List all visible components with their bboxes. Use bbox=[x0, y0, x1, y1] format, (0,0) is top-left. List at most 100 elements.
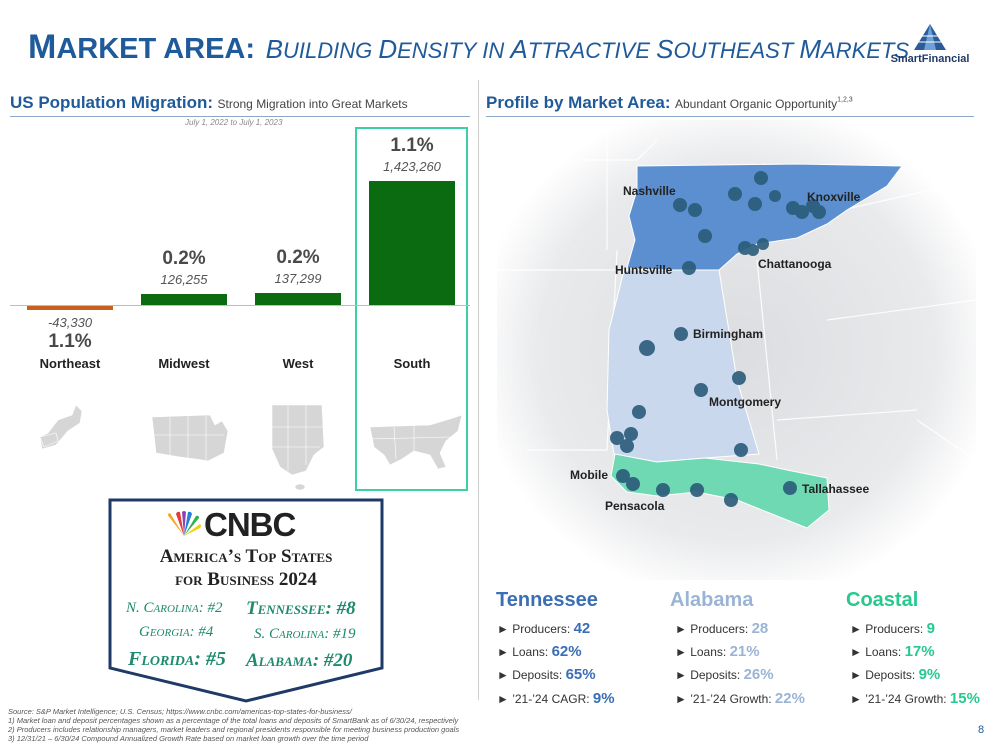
coastal-stat-3: ► ’21-’24 Growth: 15% bbox=[850, 690, 980, 707]
alabama-heading: Alabama bbox=[670, 589, 754, 611]
category-label-midwest: Midwest bbox=[158, 356, 210, 371]
bar-northeast bbox=[27, 306, 113, 310]
city-chattanooga: Chattanooga bbox=[758, 257, 832, 271]
coastal-stat-0: ► Producers: 9 bbox=[850, 620, 935, 637]
stat-value: 17% bbox=[904, 643, 935, 660]
city-birmingham: Birmingham bbox=[693, 327, 764, 341]
tennessee-stat-2: ► Deposits: 65% bbox=[497, 666, 596, 683]
stat-value: 42 bbox=[573, 620, 591, 637]
value-label-northeast: -43,330 bbox=[47, 315, 93, 330]
cnbc-badge: CNBC America’s Top States for Business 2… bbox=[108, 498, 384, 703]
city-nashville: Nashville bbox=[623, 184, 676, 198]
badge-shape bbox=[108, 498, 384, 703]
south-highlight-box bbox=[355, 127, 468, 491]
category-label-south: South bbox=[393, 356, 431, 371]
vertical-divider bbox=[478, 80, 479, 700]
stat-value: 62% bbox=[551, 643, 582, 660]
northeast-map-icon bbox=[39, 404, 83, 450]
alabama-stat-3: ► ’21-’24 Growth: 22% bbox=[675, 690, 805, 707]
stat-label: ► Producers: bbox=[850, 622, 927, 636]
market-profile-heading: Profile by Market Area: Abundant Organic… bbox=[486, 93, 853, 112]
stat-label: ► ’21-’24 Growth: bbox=[850, 692, 950, 706]
alabama-stat-0: ► Producers: 28 bbox=[675, 620, 768, 637]
ranking-north-carolina: N. Carolina: #2 bbox=[126, 600, 223, 616]
left-header-rule bbox=[10, 116, 470, 117]
south-map-icon bbox=[369, 414, 463, 470]
population-migration-heading: US Population Migration: Strong Migratio… bbox=[10, 93, 408, 112]
southeast-map bbox=[497, 120, 977, 580]
ranking-georgia: Georgia: #4 bbox=[139, 624, 214, 640]
bar-south bbox=[369, 181, 455, 305]
pct-label-south: 1.1% bbox=[390, 135, 434, 156]
value-label-midwest: 126,255 bbox=[160, 272, 208, 287]
alabama-stat-2: ► Deposits: 26% bbox=[675, 666, 774, 683]
alabama-stat-1: ► Loans: 21% bbox=[675, 643, 760, 660]
bar-midwest bbox=[141, 294, 227, 305]
chart-baseline bbox=[10, 305, 470, 306]
stat-value: 21% bbox=[729, 643, 760, 660]
tennessee-stat-3: ► ’21-’24 CAGR: 9% bbox=[497, 690, 615, 707]
stat-label: ► Loans: bbox=[675, 645, 730, 659]
coastal-stat-2: ► Deposits: 9% bbox=[850, 666, 940, 683]
stat-value: 9% bbox=[918, 666, 941, 683]
stat-label: ► Deposits: bbox=[497, 668, 566, 682]
tennessee-stat-1: ► Loans: 62% bbox=[497, 643, 582, 660]
stat-value: 22% bbox=[774, 690, 805, 707]
footnote-source: Source: S&P Market Intelligence; U.S. Ce… bbox=[8, 707, 352, 716]
region-maps bbox=[39, 404, 463, 491]
cnbc-peacock-icon bbox=[168, 511, 201, 536]
stat-value: 9% bbox=[592, 690, 615, 707]
coastal-heading: Coastal bbox=[846, 589, 919, 611]
page-number: 8 bbox=[978, 724, 985, 736]
stat-value: 28 bbox=[751, 620, 769, 637]
coastal-region bbox=[610, 453, 830, 529]
cnbc-wordmark: CNBC bbox=[204, 506, 296, 543]
bar-west bbox=[255, 293, 341, 305]
badge-title-line1: America’s Top States bbox=[159, 546, 333, 567]
city-huntsville: Huntsville bbox=[615, 263, 673, 277]
stat-label: ► Producers: bbox=[497, 622, 574, 636]
coastal-stat-1: ► Loans: 17% bbox=[850, 643, 935, 660]
city-mobile: Mobile bbox=[570, 468, 608, 482]
company-logo: SmartFinancial bbox=[884, 22, 976, 70]
date-range-note: July 1, 2022 to July 1, 2023 bbox=[185, 118, 283, 127]
category-label-northeast: Northeast bbox=[39, 356, 101, 371]
tennessee-stat-0: ► Producers: 42 bbox=[497, 620, 590, 637]
pct-label-northeast: 1.1% bbox=[48, 331, 92, 352]
value-label-south: 1,423,260 bbox=[383, 159, 441, 174]
stat-label: ► Loans: bbox=[497, 645, 552, 659]
category-label-west: West bbox=[282, 356, 314, 371]
pct-label-west: 0.2% bbox=[276, 247, 320, 269]
stat-value: 26% bbox=[743, 666, 774, 683]
footnote-2: 2) Producers includes relationship manag… bbox=[8, 725, 460, 734]
value-label-west: 137,299 bbox=[274, 271, 322, 287]
page-title: MARKET AREA: BUILDING DENSITY IN ATTRACT… bbox=[28, 28, 910, 66]
city-tallahassee: Tallahassee bbox=[802, 482, 870, 496]
stat-label: ► Deposits: bbox=[850, 668, 919, 682]
west-map-icon bbox=[271, 404, 325, 491]
market-area-map: Nashville Knoxville Chattanooga Huntsvil… bbox=[497, 120, 977, 580]
ranking-tennessee: Tennessee: #8 bbox=[246, 598, 356, 619]
stat-value: 65% bbox=[565, 666, 596, 683]
footnote-3: 3) 12/31/21 – 6/30/24 Compound Annualize… bbox=[8, 734, 369, 743]
city-knoxville: Knoxville bbox=[807, 190, 861, 204]
footnote-1: 1) Market loan and deposit percentages s… bbox=[8, 716, 459, 725]
right-header-rule bbox=[486, 116, 974, 117]
ranking-alabama: Alabama: #20 bbox=[246, 650, 353, 671]
stat-label: ► Deposits: bbox=[675, 668, 744, 682]
stat-label: ► Producers: bbox=[675, 622, 752, 636]
badge-title-line2: for Business 2024 bbox=[175, 569, 317, 590]
population-migration-chart: 1.1% -43,330 Northeast 0.2% 126,255 Midwest 0.… bbox=[0, 0, 480, 500]
midwest-map-icon bbox=[151, 414, 229, 462]
stat-value: 15% bbox=[949, 690, 980, 707]
ranking-florida: Florida: #5 bbox=[128, 648, 226, 670]
mountain-logo-icon bbox=[914, 24, 946, 50]
stat-label: ► ’21-’24 Growth: bbox=[675, 692, 775, 706]
city-pensacola: Pensacola bbox=[605, 499, 665, 513]
city-montgomery: Montgomery bbox=[709, 395, 781, 409]
pct-label-midwest: 0.2% bbox=[162, 248, 206, 269]
stat-value: 9 bbox=[926, 620, 935, 637]
stat-label: ► ’21-’24 CAGR: bbox=[497, 692, 593, 706]
stat-label: ► Loans: bbox=[850, 645, 905, 659]
tennessee-heading: Tennessee bbox=[496, 589, 598, 611]
